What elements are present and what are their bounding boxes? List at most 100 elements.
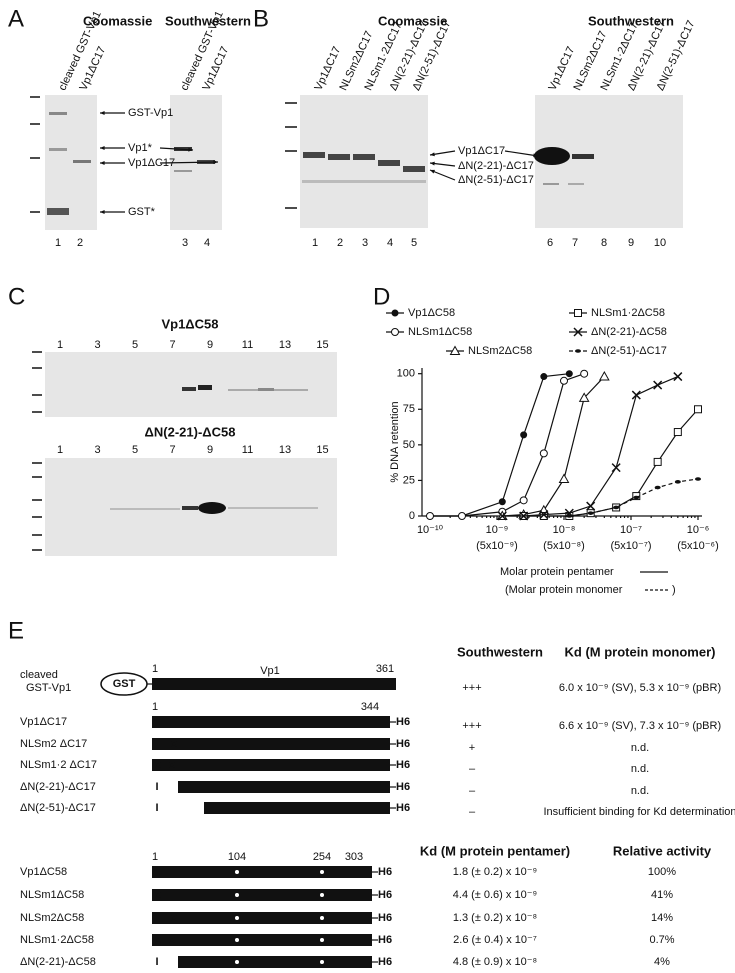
band [378, 160, 400, 166]
x2-tick-label: (5x10⁻⁸) [543, 540, 585, 552]
nls-dot [320, 916, 324, 920]
lane-number: 6 [547, 237, 553, 249]
nls-dot [235, 870, 239, 874]
marker [449, 345, 461, 355]
band [258, 388, 274, 391]
relative-activity: 100% [648, 866, 676, 878]
construct-bar [152, 866, 372, 878]
residue-number: 1 [152, 701, 158, 713]
southwestern-result: – [469, 806, 476, 818]
band [198, 385, 212, 390]
southwestern-result: – [469, 785, 476, 797]
gel-title: Coomassie [83, 13, 152, 28]
lane-number: 4 [387, 237, 393, 249]
marker [654, 485, 661, 490]
kd-value: 4.4 (± 0.6) x 10⁻⁹ [453, 889, 537, 901]
x-tick-label: 10⁻⁸ [553, 524, 576, 536]
gel-b-coomassie [300, 95, 428, 228]
band [228, 507, 318, 509]
band [403, 166, 425, 172]
legend-label: NLSm2ΔC58 [468, 345, 532, 357]
marker [578, 392, 590, 402]
his-tag: H6 [396, 781, 410, 793]
marker [498, 498, 506, 506]
domain-label: Vp1 [260, 665, 280, 677]
marker [598, 371, 610, 381]
marker [520, 431, 528, 439]
marker [391, 309, 399, 317]
lane-number: 5 [411, 237, 417, 249]
marker [613, 505, 620, 510]
arrow-head [100, 146, 105, 150]
deletion-mark: I [155, 956, 158, 968]
relative-activity: 14% [651, 912, 673, 924]
band-label: ΔN(2-21)-ΔC17 [458, 160, 534, 172]
construct-bar [152, 678, 396, 690]
marker [673, 372, 683, 382]
marker [673, 428, 682, 437]
southwestern-result: +++ [462, 682, 481, 694]
relative-activity: 0.7% [649, 934, 674, 946]
legend-label: Vp1ΔC58 [408, 307, 455, 319]
construct-bar [152, 889, 372, 901]
fraction-number: 9 [207, 339, 213, 351]
gel-title: Southwestern [588, 13, 674, 28]
arrow-head [430, 152, 435, 157]
residue-number: 1 [152, 851, 158, 863]
kd-value: 1.8 (± 0.2) x 10⁻⁹ [453, 866, 537, 878]
mutation-mark: x [171, 738, 178, 750]
legend-label: ΔN(2-51)-ΔC17 [591, 345, 667, 357]
mutation-mark: x [169, 759, 176, 771]
marker [573, 327, 583, 337]
kd-value: n.d. [631, 785, 649, 797]
his-tag: H6 [378, 934, 392, 946]
fraction-number: 7 [169, 339, 175, 351]
gel-title: Vp1ΔC58 [161, 316, 218, 331]
band [198, 502, 226, 514]
marker [574, 309, 582, 317]
fraction-number: 3 [94, 444, 100, 456]
kd-value: n.d. [631, 742, 649, 754]
marker [539, 510, 549, 520]
series-line [502, 376, 605, 517]
construct-name: cleaved [20, 669, 58, 681]
column-header: Kd (M protein pentamer) [420, 843, 570, 858]
fraction-number: 13 [279, 444, 291, 456]
southwestern-result: + [469, 742, 475, 754]
construct-bar [152, 759, 390, 771]
marker [575, 349, 581, 353]
his-tag: H6 [396, 738, 410, 750]
marker [560, 376, 568, 385]
x2-tick-label: (5x10⁻⁹) [476, 540, 518, 552]
his-tag: H6 [396, 716, 410, 728]
x2-tick-label: (5x10⁻⁶) [677, 540, 719, 552]
lane-number: 1 [312, 237, 318, 249]
band [303, 152, 325, 158]
fraction-number: 13 [279, 339, 291, 351]
his-tag: H6 [396, 759, 410, 771]
band [49, 148, 67, 151]
band [110, 508, 180, 510]
construct-name: ΔN(2-21)-ΔC58 [20, 956, 96, 968]
fraction-number: 5 [132, 339, 138, 351]
lane-number: 1 [55, 237, 61, 249]
marker [586, 501, 596, 511]
gels [45, 95, 683, 556]
his-tag: H6 [378, 956, 392, 968]
band [302, 180, 426, 183]
band [182, 387, 196, 391]
arrow-head [213, 160, 218, 165]
marker [519, 511, 529, 521]
band [328, 154, 350, 160]
panel-label: A [8, 5, 24, 32]
residue-number: 254 [313, 851, 331, 863]
construct-bar [152, 934, 372, 946]
marker [631, 390, 641, 400]
marker [539, 512, 548, 520]
arrow-head [188, 147, 193, 152]
his-tag: H6 [378, 866, 392, 878]
construct-name: NLSm1ΔC58 [20, 889, 84, 901]
marker [694, 405, 702, 414]
marker [611, 463, 621, 473]
marker [519, 496, 528, 505]
